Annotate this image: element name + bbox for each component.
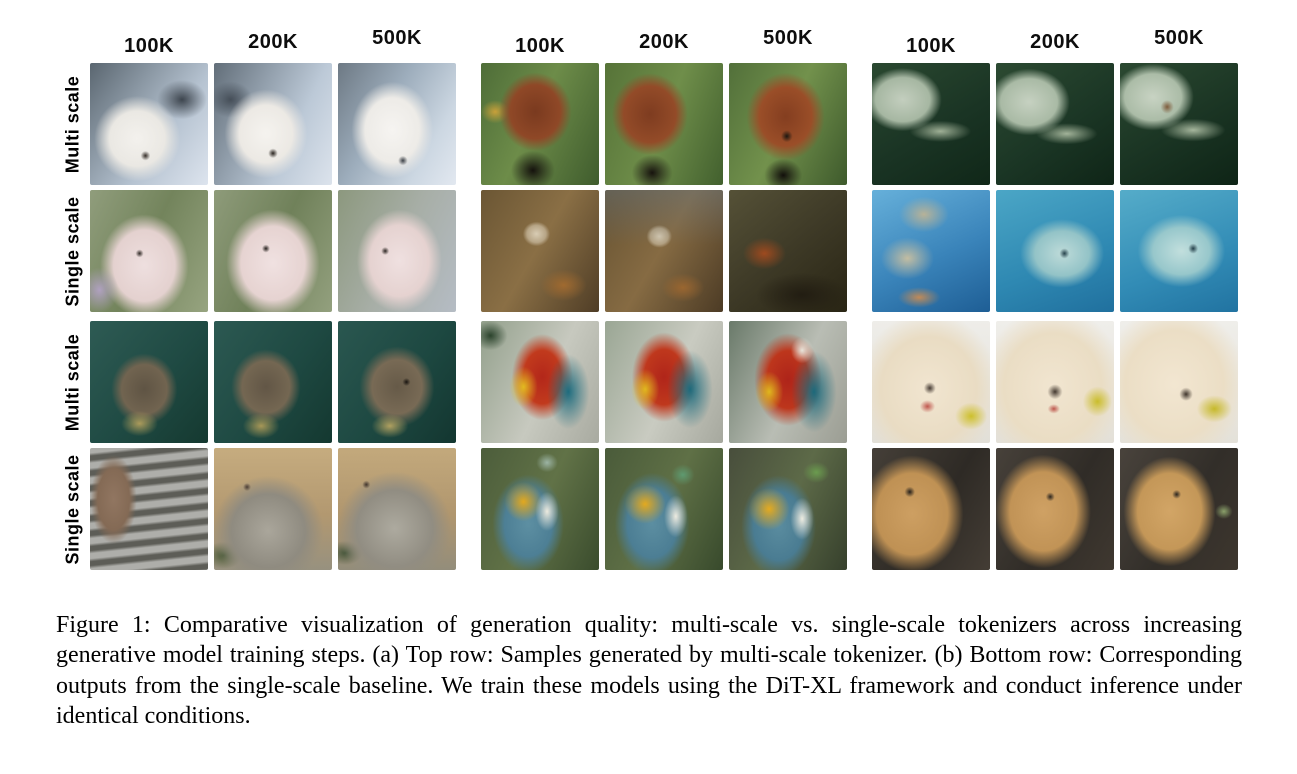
row-label-single-scale: Single scale bbox=[56, 448, 90, 570]
group-sea-turtle-multi bbox=[872, 63, 1238, 185]
col-header-g2-100k: 100K bbox=[515, 35, 565, 57]
sample-single-arctic-fox-100k bbox=[90, 190, 208, 312]
row-label-text: Multi scale bbox=[62, 333, 83, 431]
header-group-2: 100K 200K 500K bbox=[481, 27, 847, 58]
group-arctic-fox-single bbox=[90, 190, 456, 312]
sample-multi-sea-turtle-100k bbox=[872, 63, 990, 185]
sample-multi-otter-500k bbox=[338, 321, 456, 443]
row-label-multi-scale: Multi scale bbox=[56, 63, 90, 185]
group-macaw-multi bbox=[481, 321, 847, 443]
figure-caption: Figure 1: Comparative visualization of g… bbox=[56, 612, 1242, 730]
row-single-scale-bottom: Single scale bbox=[56, 448, 1297, 570]
sample-single-sea-turtle-200k bbox=[996, 190, 1114, 312]
group-dog-multi bbox=[872, 321, 1238, 443]
row-multi-scale-bottom: Multi scale bbox=[56, 321, 1297, 443]
sample-multi-otter-200k bbox=[214, 321, 332, 443]
group-sea-turtle-single bbox=[872, 190, 1238, 312]
group-dog-single bbox=[872, 448, 1238, 570]
sample-multi-sea-turtle-200k bbox=[996, 63, 1114, 185]
col-header-g3-200k: 200K bbox=[1030, 31, 1080, 53]
sample-single-sea-turtle-100k bbox=[872, 190, 990, 312]
sample-single-red-panda-200k bbox=[605, 190, 723, 312]
sample-single-dog-100k bbox=[872, 448, 990, 570]
row-single-scale-top: Single scale bbox=[56, 190, 1297, 312]
sample-single-macaw-500k bbox=[729, 448, 847, 570]
header-group-3: 100K 200K 500K bbox=[872, 27, 1238, 58]
sample-single-otter-500k bbox=[338, 448, 456, 570]
column-headers: 100K 200K 500K 100K 200K 500K 100K 200K … bbox=[56, 26, 1297, 58]
sample-multi-dog-200k bbox=[996, 321, 1114, 443]
sample-single-otter-100k bbox=[90, 448, 208, 570]
sample-multi-sea-turtle-500k bbox=[1120, 63, 1238, 185]
sample-multi-otter-100k bbox=[90, 321, 208, 443]
sample-single-arctic-fox-500k bbox=[338, 190, 456, 312]
sample-multi-macaw-500k bbox=[729, 321, 847, 443]
sample-single-red-panda-500k bbox=[729, 190, 847, 312]
sample-multi-red-panda-200k bbox=[605, 63, 723, 185]
sample-single-macaw-200k bbox=[605, 448, 723, 570]
group-otter-single bbox=[90, 448, 456, 570]
sample-single-sea-turtle-500k bbox=[1120, 190, 1238, 312]
sample-multi-dog-100k bbox=[872, 321, 990, 443]
row-label-text: Multi scale bbox=[62, 75, 83, 173]
col-header-g3-100k: 100K bbox=[906, 35, 956, 57]
col-header-g1-100k: 100K bbox=[124, 35, 174, 57]
row-label-text: Single scale bbox=[62, 453, 83, 565]
sample-multi-arctic-fox-100k bbox=[90, 63, 208, 185]
group-macaw-single bbox=[481, 448, 847, 570]
group-arctic-fox-multi bbox=[90, 63, 456, 185]
sample-multi-red-panda-100k bbox=[481, 63, 599, 185]
col-header-g2-200k: 200K bbox=[639, 31, 689, 53]
sample-single-arctic-fox-200k bbox=[214, 190, 332, 312]
sample-multi-arctic-fox-500k bbox=[338, 63, 456, 185]
group-red-panda-multi bbox=[481, 63, 847, 185]
sample-multi-macaw-100k bbox=[481, 321, 599, 443]
sample-single-otter-200k bbox=[214, 448, 332, 570]
col-header-g1-500k: 500K bbox=[372, 27, 422, 49]
sample-multi-macaw-200k bbox=[605, 321, 723, 443]
sample-single-dog-200k bbox=[996, 448, 1114, 570]
group-otter-multi bbox=[90, 321, 456, 443]
sample-multi-red-panda-500k bbox=[729, 63, 847, 185]
col-header-g2-500k: 500K bbox=[763, 27, 813, 49]
sample-single-macaw-100k bbox=[481, 448, 599, 570]
sample-single-dog-500k bbox=[1120, 448, 1238, 570]
row-label-multi-scale: Multi scale bbox=[56, 321, 90, 443]
col-header-g3-500k: 500K bbox=[1154, 27, 1204, 49]
header-group-1: 100K 200K 500K bbox=[90, 27, 456, 58]
sample-multi-arctic-fox-200k bbox=[214, 63, 332, 185]
col-header-g1-200k: 200K bbox=[248, 31, 298, 53]
sample-single-red-panda-100k bbox=[481, 190, 599, 312]
row-label-text: Single scale bbox=[62, 195, 83, 307]
row-multi-scale-top: Multi scale bbox=[56, 63, 1297, 185]
row-label-single-scale: Single scale bbox=[56, 190, 90, 312]
sample-multi-dog-500k bbox=[1120, 321, 1238, 443]
group-red-panda-single bbox=[481, 190, 847, 312]
